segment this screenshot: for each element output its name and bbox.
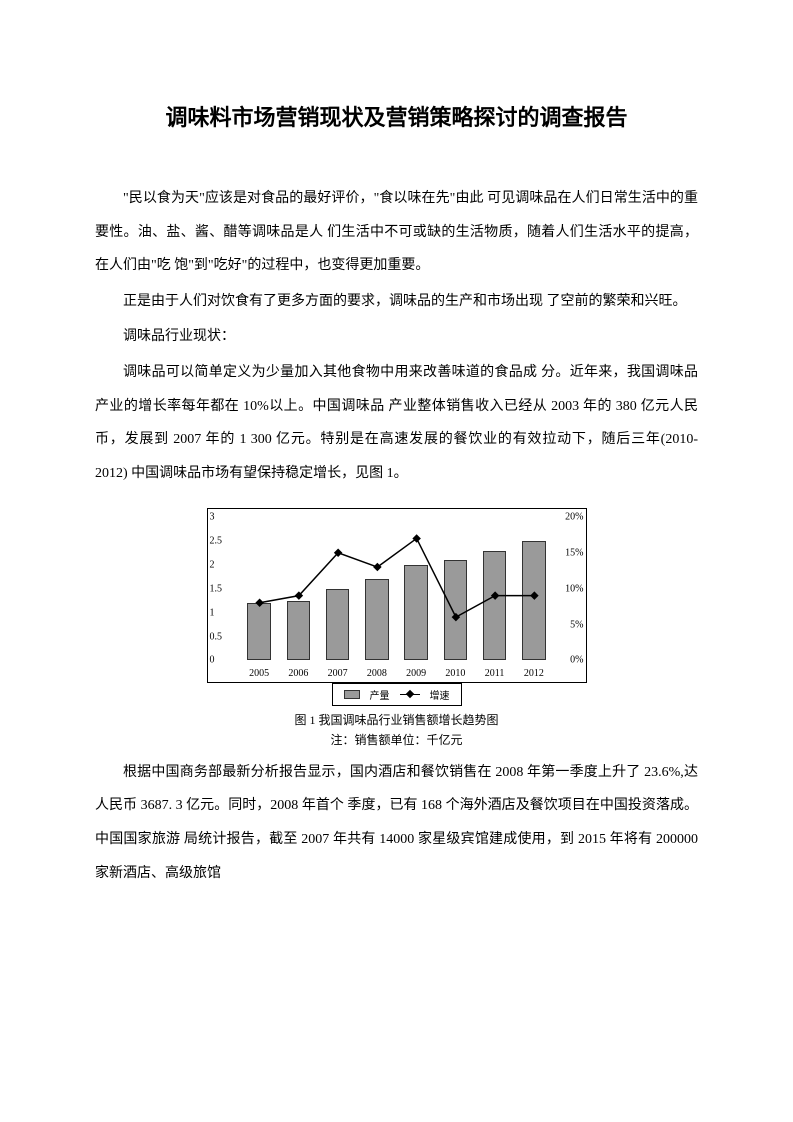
y-right-tick: 10% xyxy=(565,583,583,594)
trend-chart: 0 0.5 1 1.5 2 2.5 3 0% 5% 10% 15% 20% 2005 2006 2007 20… xyxy=(207,508,587,749)
x-tick: 2012 xyxy=(524,668,544,679)
y-right-tick: 5% xyxy=(570,619,583,630)
x-tick: 2009 xyxy=(406,668,426,679)
y-left-tick: 1.5 xyxy=(210,583,223,594)
chart-caption-sub: 注：销售额单位：千亿元 xyxy=(207,731,587,750)
y-left-tick: 1 xyxy=(210,607,215,618)
chart-caption: 图 1 我国调味品行业销售额增长趋势图 注：销售额单位：千亿元 xyxy=(207,711,587,749)
x-tick: 2008 xyxy=(367,668,387,679)
x-tick: 2010 xyxy=(445,668,465,679)
y-left-tick: 0.5 xyxy=(210,631,223,642)
x-tick: 2006 xyxy=(288,668,308,679)
x-tick: 2005 xyxy=(249,668,269,679)
paragraph-5: 根据中国商务部最新分析报告显示，国内酒店和餐饮销售在 2008 年第一季度上升了… xyxy=(95,756,698,890)
y-left-tick: 0 xyxy=(210,655,215,666)
y-right-tick: 0% xyxy=(570,655,583,666)
paragraph-1: "民以食为天"应该是对食品的最好评价，"食以味在先"由此 可见调味品在人们日常生… xyxy=(95,182,698,283)
y-right-tick: 15% xyxy=(565,548,583,559)
paragraph-3: 调味品行业现状： xyxy=(95,320,698,354)
legend-bar-label: 产量 xyxy=(370,687,390,702)
growth-line xyxy=(240,517,554,660)
legend-bar-swatch xyxy=(344,690,360,699)
y-left-tick: 2.5 xyxy=(210,536,223,547)
paragraph-2: 正是由于人们对饮食有了更多方面的要求，调味品的生产和市场出现 了空前的繁荣和兴旺… xyxy=(95,285,698,319)
y-left-tick: 2 xyxy=(210,560,215,571)
page-title: 调味料市场营销现状及营销策略探讨的调查报告 xyxy=(95,100,698,132)
y-right-tick: 20% xyxy=(565,512,583,523)
y-left-tick: 3 xyxy=(210,512,215,523)
x-tick: 2011 xyxy=(485,668,505,679)
chart-plot-area: 0 0.5 1 1.5 2 2.5 3 0% 5% 10% 15% 20% 2005 2006 2007 20… xyxy=(207,508,587,683)
chart-caption-main: 图 1 我国调味品行业销售额增长趋势图 xyxy=(207,711,587,730)
chart-legend: 产量 增速 xyxy=(332,683,462,706)
x-tick: 2007 xyxy=(328,668,348,679)
paragraph-4: 调味品可以简单定义为少量加入其他食物中用来改善味道的食品成 分。近年来，我国调味… xyxy=(95,356,698,490)
legend-line-swatch xyxy=(400,694,420,695)
legend-line-label: 增速 xyxy=(430,687,450,702)
